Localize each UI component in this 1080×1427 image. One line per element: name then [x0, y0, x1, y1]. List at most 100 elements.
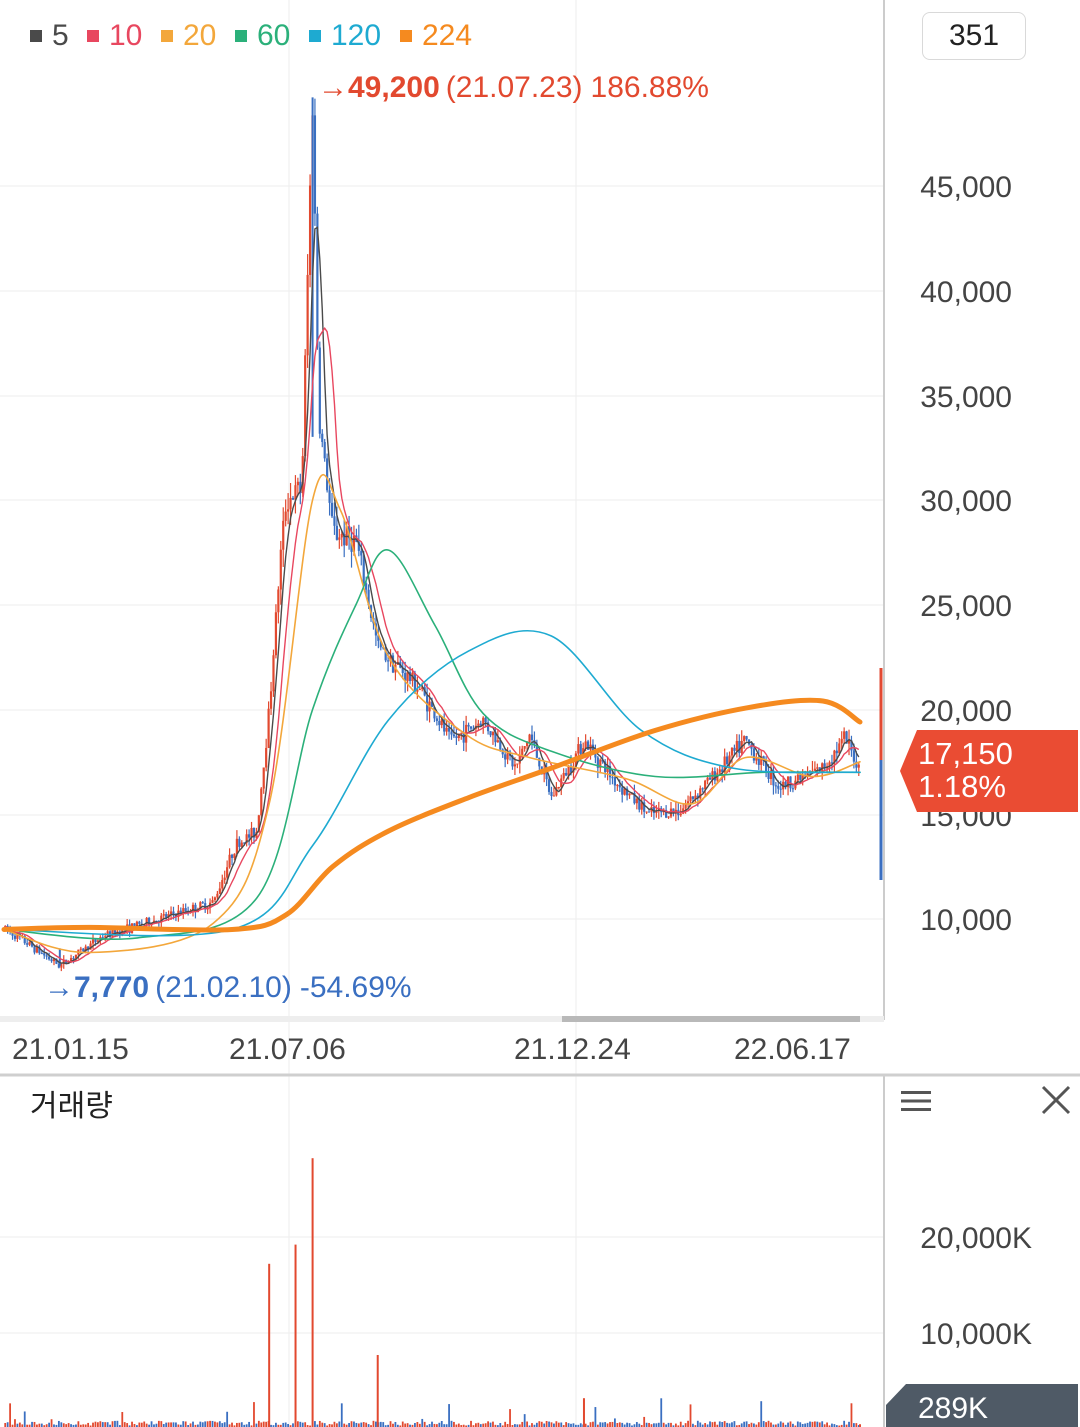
volume-bar — [521, 1421, 524, 1427]
candle-body — [755, 757, 758, 761]
volume-bar — [806, 1422, 809, 1427]
volume-bar — [779, 1421, 782, 1427]
volume-bar — [526, 1421, 529, 1427]
volume-bar — [167, 1422, 170, 1427]
volume-bar — [389, 1421, 392, 1427]
candle-body — [845, 731, 848, 744]
candle-body — [299, 481, 302, 494]
candle-body — [706, 777, 709, 781]
candle-body — [316, 213, 319, 348]
candle-body — [777, 785, 780, 789]
candle-count-button[interactable]: 351 — [922, 12, 1026, 60]
volume-bar — [36, 1424, 38, 1427]
volume-bar — [574, 1424, 577, 1427]
volume-bar — [218, 1421, 221, 1427]
volume-bar — [562, 1425, 565, 1427]
time-scrollbar-thumb[interactable] — [562, 1016, 860, 1022]
volume-bar — [99, 1421, 102, 1427]
candle-body — [577, 744, 580, 754]
candle-body — [365, 583, 368, 590]
volume-bar — [306, 1425, 309, 1427]
volume-bar — [128, 1425, 131, 1427]
candle-body — [730, 747, 734, 756]
candle-body — [723, 756, 726, 772]
menu-icon[interactable] — [898, 1084, 934, 1118]
volume-bar — [565, 1422, 568, 1427]
volume-bar — [4, 1422, 7, 1427]
volume-bar — [282, 1422, 285, 1427]
candle-body — [282, 520, 285, 550]
candle-body — [774, 785, 777, 787]
volume-bar — [189, 1423, 192, 1427]
volume-bar — [216, 1422, 219, 1427]
candle-body — [294, 485, 297, 500]
volume-bar — [579, 1423, 582, 1427]
volume-bar — [299, 1421, 302, 1427]
candle-body — [652, 807, 656, 814]
volume-bar — [440, 1421, 443, 1427]
volume-bar — [9, 1403, 11, 1427]
candle-body — [279, 549, 282, 590]
volume-bar — [487, 1421, 489, 1427]
volume-bar — [767, 1420, 770, 1427]
volume-bar — [150, 1421, 153, 1427]
volume-bar — [489, 1422, 492, 1427]
candle-body — [438, 720, 441, 726]
time-scrollbar-track[interactable] — [0, 1016, 884, 1022]
candle-body — [565, 772, 568, 776]
candle-body — [323, 441, 326, 459]
volume-bar — [272, 1425, 275, 1427]
volume-bar — [474, 1423, 477, 1427]
volume-bar — [709, 1421, 711, 1427]
candle-body — [738, 740, 741, 754]
volume-bar — [696, 1420, 699, 1427]
volume-bar — [506, 1424, 509, 1427]
volume-bar — [614, 1418, 616, 1427]
candle-body — [743, 736, 746, 741]
candle-body — [38, 946, 41, 954]
candle-body — [401, 667, 404, 674]
candle-body — [850, 740, 853, 751]
volume-bar — [428, 1424, 431, 1427]
volume-bar — [843, 1420, 846, 1427]
volume-bar — [809, 1421, 811, 1427]
volume-bar — [794, 1425, 797, 1427]
candle-body — [104, 936, 107, 938]
close-icon[interactable] — [1036, 1080, 1076, 1120]
candle-body — [404, 673, 407, 681]
volume-bar — [748, 1424, 750, 1427]
volume-bar — [731, 1422, 733, 1427]
candle-body — [752, 748, 756, 761]
candle-body — [174, 914, 178, 918]
candle-body — [618, 784, 621, 788]
volume-bar — [594, 1407, 597, 1427]
volume-bar — [416, 1422, 419, 1427]
ma10-line — [4, 326, 860, 963]
candle-body — [262, 767, 265, 789]
volume-bar — [782, 1422, 785, 1427]
volume-bar — [706, 1424, 709, 1427]
candle-body — [335, 525, 338, 540]
candle-body — [828, 762, 831, 767]
volume-bar — [555, 1421, 558, 1427]
candle-body — [569, 765, 573, 773]
volume-bar — [196, 1424, 199, 1427]
volume-bar — [499, 1423, 502, 1427]
volume-bar — [382, 1422, 385, 1427]
volume-bar — [750, 1422, 753, 1427]
volume-bar — [599, 1422, 602, 1427]
candle-body — [647, 811, 651, 813]
volume-bar — [492, 1421, 494, 1427]
volume-bar — [482, 1423, 485, 1427]
volume-bar — [792, 1423, 794, 1427]
volume-bar — [855, 1423, 858, 1427]
volume-bar — [255, 1423, 258, 1427]
candle-body — [635, 798, 638, 804]
candle-body — [835, 750, 838, 754]
volume-bar — [253, 1402, 255, 1427]
low-marker-price: 7,770 — [74, 971, 149, 1004]
legend-swatch — [400, 30, 412, 42]
volume-gridlines — [0, 1236, 884, 1334]
candle-body — [499, 740, 502, 750]
